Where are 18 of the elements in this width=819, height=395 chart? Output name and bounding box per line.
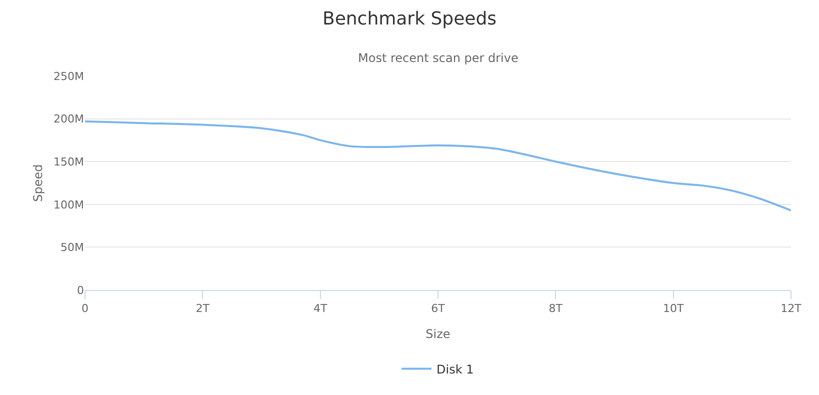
line-series [85,120,791,212]
x-tick-label: 2T [196,302,210,316]
chart-subtitle: Most recent scan per drive [358,51,518,65]
y-tick-label: 150M [54,155,84,168]
x-axis-title: Size [426,327,450,342]
chart-title: Benchmark Speeds [322,8,497,30]
x-tick-label: 8T [548,302,563,316]
y-axis-title: Speed [30,164,45,202]
legend-label: Disk 1 [436,362,474,376]
y-tick-label: 200M [54,112,84,126]
x-tick-label: 6T [431,302,446,316]
x-tick-label: 4T [313,302,328,316]
x-tick-label: 10T [662,302,684,316]
y-tick-label: 0 [77,284,84,297]
y-tick-label: 100M [54,198,84,212]
y-tick-label: 250M [54,70,84,83]
x-tick-label: 12T [780,302,802,316]
y-tick-label: 50M [60,241,84,254]
